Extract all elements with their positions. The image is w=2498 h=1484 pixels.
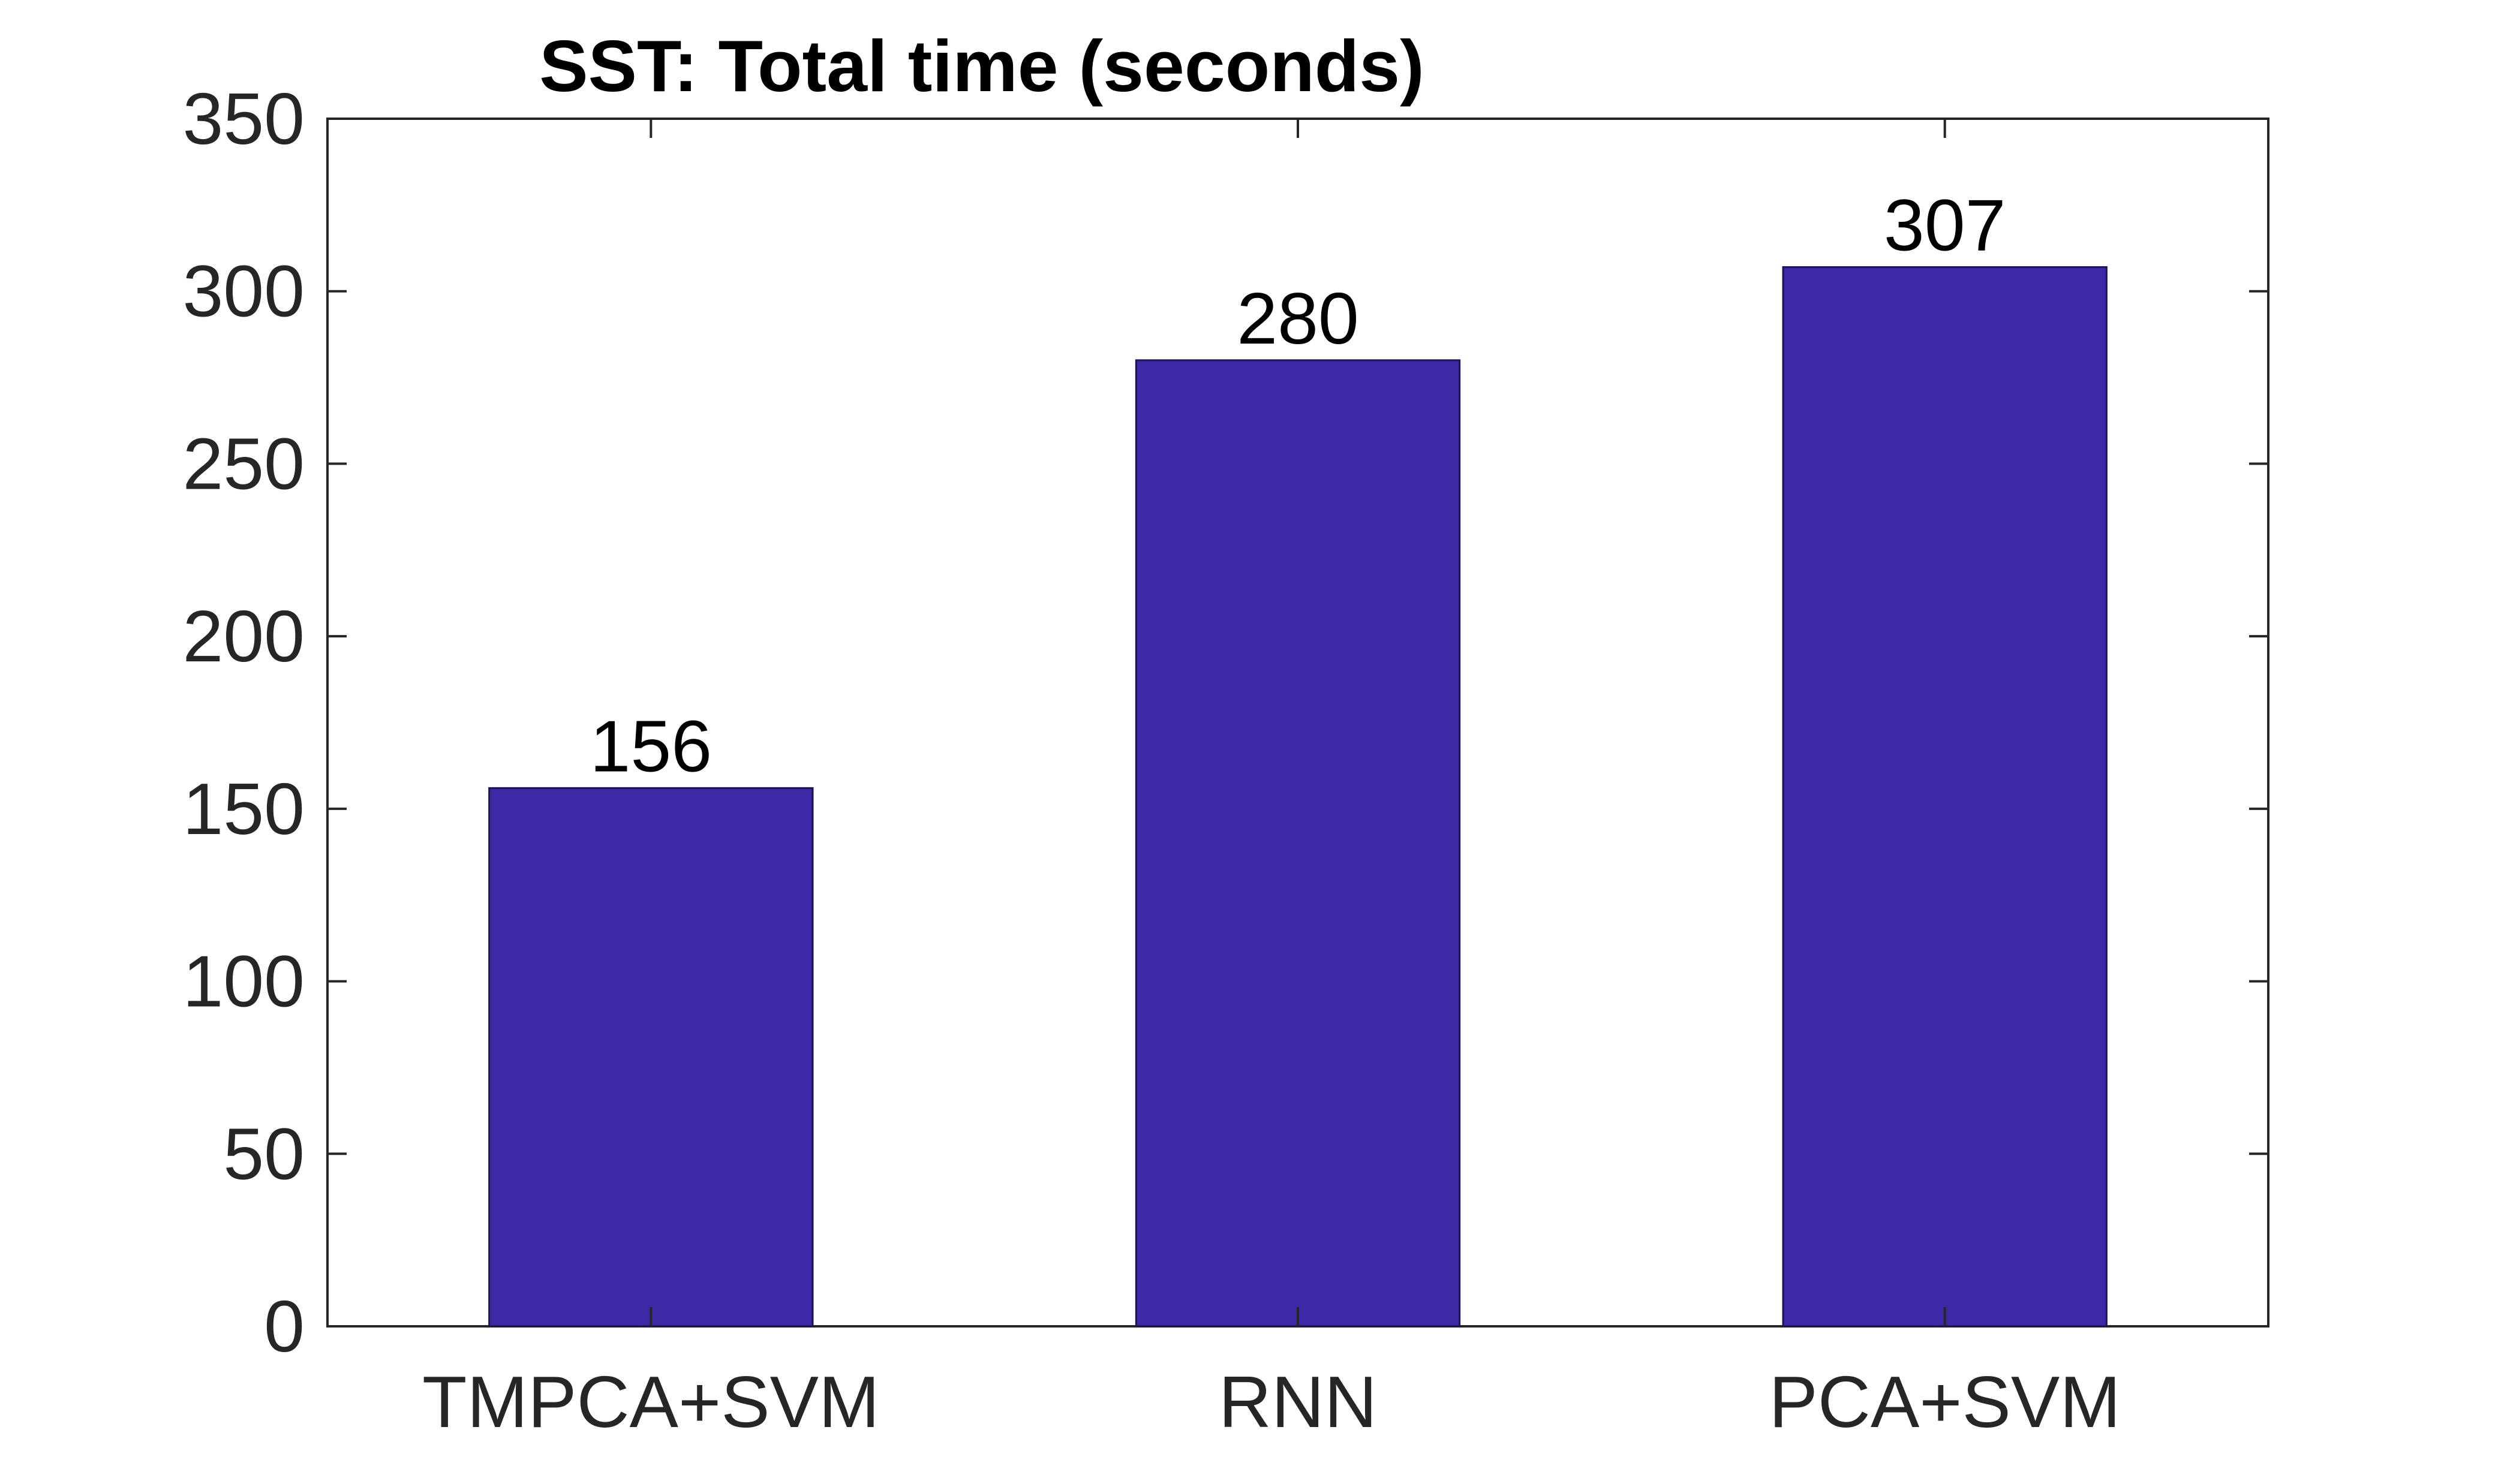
x-tick-label: TMPCA+SVM [422, 1361, 880, 1443]
chart-title: SST: Total time (seconds) [539, 25, 1424, 107]
data-label: 156 [590, 705, 713, 787]
ticks-layer [327, 118, 2268, 1328]
y-tick-label: 0 [264, 1286, 305, 1367]
labels-layer: 156 TMPCA+SVM 280 RNN 307 PCA+SVM 0 50 100 150 200… [182, 78, 2120, 1443]
bars-layer [488, 266, 2108, 1328]
y-tick-label: 50 [223, 1113, 305, 1194]
data-label: 280 [1237, 278, 1359, 359]
y-tick-label: 300 [182, 251, 305, 332]
y-tick-label: 150 [182, 768, 305, 850]
x-tick-label: PCA+SVM [1769, 1361, 2120, 1443]
y-tick-label: 200 [182, 595, 305, 677]
data-label: 307 [1884, 184, 2006, 266]
y-tick-label: 100 [182, 941, 305, 1022]
x-tick-label: RNN [1219, 1361, 1377, 1443]
bar-tmpca-svm [488, 787, 814, 1328]
bar-pca-svm [1782, 266, 2108, 1328]
bar-rnn [1135, 359, 1461, 1328]
y-tick-label: 250 [182, 423, 305, 504]
y-tick-label: 350 [182, 78, 305, 159]
